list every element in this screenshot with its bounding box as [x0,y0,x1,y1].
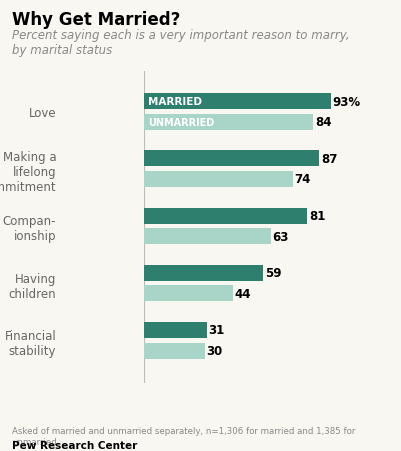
Text: 74: 74 [295,173,311,186]
Text: UNMARRIED: UNMARRIED [148,117,215,127]
Bar [144,151,319,167]
Bar [144,322,207,338]
Text: 87: 87 [321,152,337,166]
Text: 31: 31 [209,324,225,337]
Bar [144,208,307,224]
Text: 44: 44 [235,287,251,300]
Text: 93%: 93% [333,95,361,108]
Text: Why Get Married?: Why Get Married? [12,11,180,29]
Text: Pew Research Center: Pew Research Center [12,440,137,450]
Text: Asked of married and unmarried separately, n=1,306 for married and 1,385 for unm: Asked of married and unmarried separatel… [12,426,355,446]
Bar [144,229,271,244]
Bar [144,265,263,281]
Bar [144,115,313,130]
Bar [144,343,205,359]
Text: 84: 84 [315,116,331,129]
Text: 59: 59 [265,267,281,280]
Text: MARRIED: MARRIED [148,97,203,107]
Text: 81: 81 [309,210,325,222]
Text: 30: 30 [207,344,223,357]
Bar [144,94,331,110]
Bar [144,171,293,188]
Text: 63: 63 [273,230,289,243]
Bar [144,286,233,302]
Text: Percent saying each is a very important reason to marry,
by marital status: Percent saying each is a very important … [12,29,350,57]
